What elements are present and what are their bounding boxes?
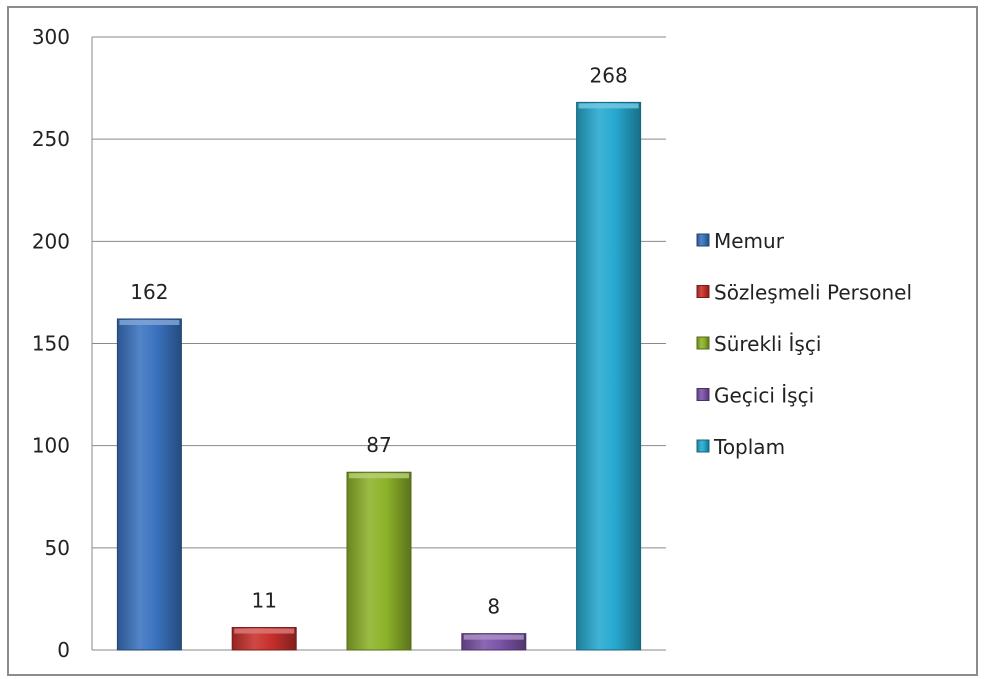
legend-label-3: Geçici İşçi — [714, 384, 814, 408]
bar-2 — [346, 471, 412, 651]
legend-swatch-3 — [696, 388, 710, 401]
legend: Memur Sözleşmeli Personel Sürekli İşçi Geçi… — [696, 229, 912, 459]
legend-label-0: Memur — [714, 229, 785, 253]
bar-0 — [116, 318, 182, 651]
y-tick-label-250: 250 — [32, 127, 70, 151]
data-labels: 162 11 87 8 268 — [130, 63, 627, 618]
data-label-0: 162 — [130, 280, 168, 304]
legend-label-2: Sürekli İşçi — [714, 332, 821, 356]
y-tick-label-100: 100 — [32, 434, 70, 458]
legend-label-4: Toplam — [713, 435, 785, 459]
bar-highlight-3 — [463, 634, 524, 640]
bar-highlight-1 — [234, 628, 295, 634]
legend-swatch-2 — [696, 336, 710, 350]
bar-highlight-4 — [578, 103, 639, 109]
y-tick-label-200: 200 — [32, 229, 70, 253]
data-label-1: 11 — [251, 589, 276, 613]
bars — [116, 101, 642, 651]
bar-highlight-0 — [119, 319, 180, 325]
y-tick-label-150: 150 — [32, 332, 70, 356]
data-label-2: 87 — [366, 433, 391, 457]
y-tick-label-300: 300 — [32, 25, 70, 49]
y-tick-label-50: 50 — [45, 536, 70, 560]
data-label-4: 268 — [590, 63, 628, 87]
legend-swatch-4 — [696, 439, 710, 453]
legend-swatch-1 — [696, 285, 710, 298]
data-label-3: 8 — [487, 595, 500, 619]
bar-4 — [576, 101, 642, 651]
legend-swatch-0 — [696, 233, 710, 247]
y-tick-label-0: 0 — [57, 638, 70, 662]
legend-label-1: Sözleşmeli Personel — [714, 281, 912, 305]
axes: 0 50 100 150 200 250 300 — [32, 25, 666, 662]
bar-highlight-2 — [349, 473, 409, 479]
